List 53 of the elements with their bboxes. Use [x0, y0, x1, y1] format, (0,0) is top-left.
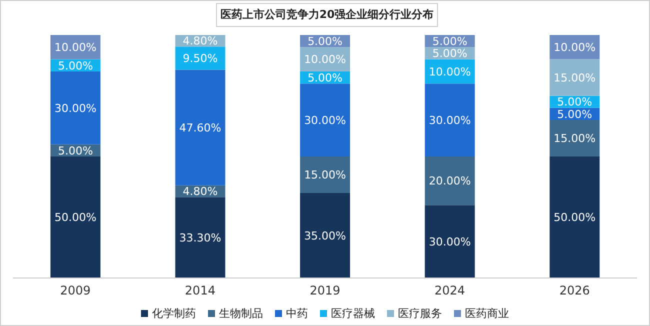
bar — [175, 70, 226, 186]
data-label: 5.00% — [557, 108, 592, 121]
data-label: 33.30% — [179, 231, 222, 244]
bar — [50, 156, 100, 278]
data-label: 50.00% — [554, 211, 596, 224]
bar — [300, 84, 350, 156]
data-label: 5.00% — [58, 144, 93, 158]
data-label: 10.00% — [428, 65, 471, 78]
legend-label: 中药 — [285, 306, 308, 321]
legend-label: 医疗器械 — [330, 306, 375, 321]
data-label: 5.00% — [58, 59, 93, 72]
data-label: 47.60% — [179, 121, 222, 134]
data-label: 5.00% — [432, 34, 468, 48]
data-label: 5.00% — [308, 71, 343, 84]
x-tick-label: 2014 — [184, 284, 216, 298]
data-label: 10.00% — [304, 53, 346, 66]
data-label: 10.00% — [54, 41, 96, 54]
data-label: 15.00% — [554, 71, 596, 84]
data-label: 9.50% — [182, 52, 218, 66]
bar — [550, 120, 600, 156]
bar — [550, 156, 600, 278]
data-label: 50.00% — [54, 211, 96, 224]
data-label: 15.00% — [554, 132, 596, 146]
legend-label: 化学制药 — [151, 306, 196, 321]
data-label: 5.00% — [308, 34, 343, 48]
data-label: 20.00% — [428, 174, 471, 188]
bar — [50, 71, 100, 144]
data-label: 4.80% — [182, 34, 218, 48]
x-tick-label: 2024 — [434, 284, 466, 298]
data-label: 35.00% — [304, 229, 346, 242]
data-label: 30.00% — [304, 114, 346, 127]
x-tick-label: 2009 — [60, 284, 91, 298]
bar — [300, 192, 350, 278]
data-label: 30.00% — [428, 235, 471, 248]
bar — [424, 84, 475, 156]
legend-label: 生物制品 — [218, 306, 263, 321]
x-tick-label: 2026 — [559, 284, 590, 298]
bar — [300, 156, 350, 193]
chart-title: 医药上市公司竞争力20强企业细分行业分布 — [216, 3, 438, 27]
data-label: 30.00% — [428, 114, 471, 127]
bar — [550, 59, 600, 96]
bar — [175, 197, 226, 278]
data-label: 10.00% — [554, 41, 596, 54]
data-label: 5.00% — [432, 47, 468, 60]
data-label: 30.00% — [54, 102, 96, 115]
data-label: 5.00% — [557, 96, 592, 109]
legend-label: 医疗服务 — [397, 306, 442, 321]
bar — [424, 156, 475, 206]
x-tick-label: 2019 — [310, 284, 340, 298]
bar — [424, 205, 475, 278]
legend-label: 医药商业 — [464, 306, 509, 321]
data-label: 4.80% — [182, 185, 218, 198]
data-label: 15.00% — [304, 168, 346, 182]
